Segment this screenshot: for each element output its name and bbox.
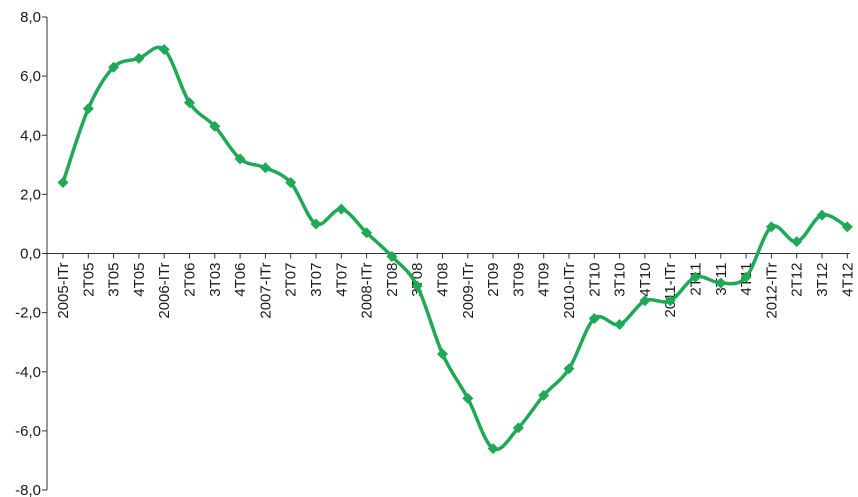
y-tick-label: 4,0 <box>20 127 41 144</box>
data-point-marker <box>361 227 373 239</box>
x-tick-label: 3T08 <box>409 263 426 297</box>
data-point-marker <box>841 221 853 233</box>
data-point-marker <box>462 392 474 404</box>
data-point-marker <box>158 44 170 56</box>
data-point-marker <box>512 422 524 434</box>
x-tick-label: 2008-ITr <box>359 263 376 319</box>
y-tick-label: 0,0 <box>20 246 41 263</box>
data-point-marker <box>664 295 676 307</box>
data-point-marker <box>234 153 246 165</box>
y-tick-label: -6,0 <box>15 423 41 440</box>
x-tick-label: 3T09 <box>510 263 527 297</box>
data-point-marker <box>765 221 777 233</box>
x-tick-label: 2T12 <box>789 263 806 297</box>
data-point-marker <box>310 218 322 230</box>
data-point-marker <box>411 280 423 292</box>
x-tick-label: 2T08 <box>384 263 401 297</box>
y-tick-label: 6,0 <box>20 68 41 85</box>
x-tick-label: 3T07 <box>308 263 325 297</box>
data-point-marker <box>209 120 221 132</box>
x-tick-label: 2006-ITr <box>156 263 173 319</box>
x-tick-label: 2010-ITr <box>561 263 578 319</box>
data-point-marker <box>386 250 398 262</box>
data-point-marker <box>335 203 347 215</box>
x-tick-label: 3T12 <box>814 263 831 297</box>
x-tick-labels: 2005-ITr 2T05 3T05 4T05 2006-ITr 2T06 3T03 4T06… <box>55 253 856 319</box>
x-tick-label: 2T10 <box>586 263 603 297</box>
x-tick-label: 2T06 <box>182 263 199 297</box>
data-point-marker <box>816 209 828 221</box>
x-tick-label: 2T05 <box>80 263 97 297</box>
x-tick-label: 2009-ITr <box>460 263 477 319</box>
data-point-marker <box>437 348 448 360</box>
data-point-marker <box>639 295 651 307</box>
x-tick-label: 4T12 <box>839 263 856 297</box>
x-tick-label: 4T10 <box>637 263 654 297</box>
x-tick-label: 2T07 <box>283 263 300 297</box>
x-tick-label: 4T08 <box>435 263 452 297</box>
y-tick-labels: 8,0 6,0 4,0 2,0 0,0 -2,0 -4,0 -6,0 -8,0 <box>15 9 47 497</box>
y-tick-label: 8,0 <box>20 9 41 26</box>
x-tick-label: 2011-ITr <box>662 263 679 318</box>
y-tick-label: -8,0 <box>15 482 41 497</box>
x-tick-label: 2005-ITr <box>55 263 72 319</box>
series-group <box>57 44 853 455</box>
data-point-marker <box>82 103 94 115</box>
data-point-marker <box>690 271 701 283</box>
x-tick-label: 4T06 <box>232 263 249 297</box>
x-tick-label: 2012-ITr <box>763 263 780 319</box>
data-point-marker <box>740 271 752 283</box>
data-point-marker <box>715 277 727 289</box>
data-point-marker <box>184 97 195 109</box>
x-tick-label: 4T05 <box>131 263 148 297</box>
y-tick-label: 2,0 <box>20 186 41 203</box>
data-point-marker <box>588 313 600 325</box>
data-point-marker <box>285 177 297 189</box>
data-point-marker <box>791 236 803 248</box>
series-line <box>61 45 850 452</box>
data-point-marker <box>57 177 69 189</box>
data-point-marker <box>614 318 626 330</box>
x-tick-label: 3T03 <box>207 263 224 297</box>
x-tick-label: 2007-ITr <box>257 263 274 319</box>
data-point-marker <box>133 52 145 64</box>
x-tick-label: 3T10 <box>612 263 629 297</box>
x-tick-label: 3T05 <box>106 263 123 297</box>
data-point-marker <box>538 389 550 401</box>
axes <box>46 17 850 490</box>
data-point-marker <box>108 61 120 73</box>
data-point-marker <box>487 443 499 455</box>
data-point-marker <box>563 363 575 375</box>
data-point-marker <box>259 162 271 174</box>
x-tick-label: 4T09 <box>536 263 553 297</box>
y-tick-label: -2,0 <box>15 305 41 322</box>
x-tick-label: 2T09 <box>485 263 502 297</box>
x-tick-label: 4T07 <box>333 263 350 297</box>
y-tick-label: -4,0 <box>15 364 41 381</box>
